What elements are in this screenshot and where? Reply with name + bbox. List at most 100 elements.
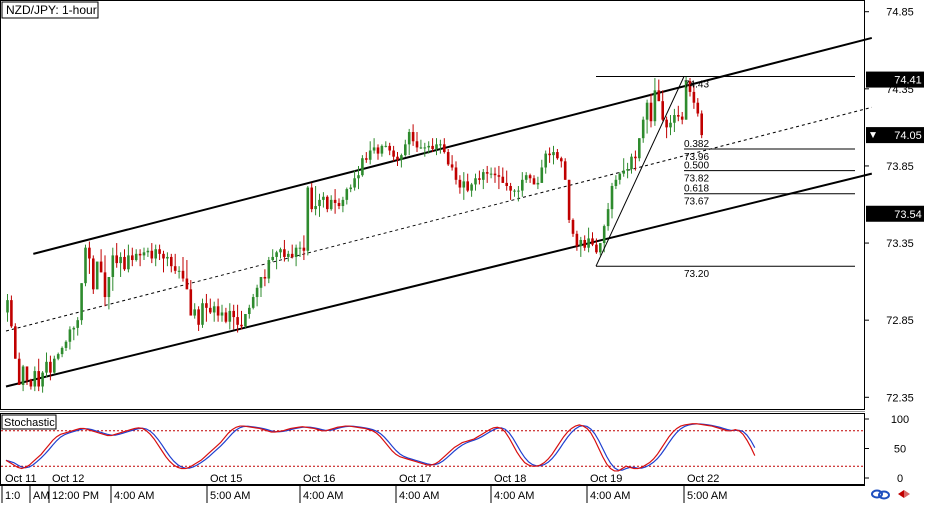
candle [665, 116, 668, 139]
candle [684, 76, 688, 120]
candle-body [302, 247, 306, 251]
candle [392, 145, 395, 162]
candle-body [349, 187, 352, 190]
candle [103, 255, 107, 307]
candle [306, 185, 310, 256]
candle [649, 93, 653, 128]
candle-body [142, 252, 146, 256]
candle [37, 358, 40, 392]
candle-body [212, 306, 216, 313]
candle-body [298, 247, 302, 249]
candle [76, 317, 79, 336]
candle-body [111, 255, 115, 277]
candles [6, 76, 703, 393]
candle [271, 249, 274, 262]
candle [474, 173, 477, 191]
candle [134, 249, 138, 262]
candle [224, 307, 228, 324]
candle-body [552, 152, 555, 156]
candle [614, 175, 618, 190]
candle [630, 153, 633, 174]
candle-body [653, 90, 657, 122]
candle-body [64, 341, 68, 348]
candle [17, 352, 21, 385]
candle [462, 172, 466, 200]
candle-body [68, 329, 72, 342]
candle [275, 250, 278, 270]
candle [423, 142, 427, 157]
candle-body [610, 185, 614, 210]
trend-channel [5, 36, 873, 388]
candle [454, 161, 458, 185]
fib-label: 74.43 [684, 79, 709, 90]
candle [228, 303, 232, 330]
x-tick-time: 4:00 AM [399, 490, 439, 502]
candle-body [517, 190, 520, 192]
candle [427, 141, 430, 154]
candle [528, 173, 532, 183]
candle-body [606, 209, 610, 227]
candle [127, 244, 130, 273]
candle-body [649, 102, 653, 122]
candle-body [365, 158, 368, 160]
candle-body [567, 179, 571, 220]
candle-body [244, 314, 247, 327]
candle [298, 241, 302, 257]
candle-body [509, 185, 512, 191]
candle [567, 179, 571, 224]
candle-body [294, 247, 298, 257]
candle [33, 366, 37, 392]
candle [610, 182, 614, 219]
candle-body [579, 239, 583, 247]
x-tick-time: 4:00 AM [114, 490, 154, 502]
x-tick-day: Oct 19 [590, 473, 622, 485]
candle [357, 165, 360, 190]
arrows-icon[interactable] [898, 490, 910, 498]
candle [279, 247, 282, 259]
candle-body [216, 306, 220, 316]
candle [657, 79, 661, 102]
candle [583, 235, 586, 251]
candle-body [341, 199, 345, 207]
candle-body [489, 173, 493, 175]
candle-body [641, 119, 645, 139]
candle-body [521, 179, 524, 191]
candle-body [275, 252, 278, 257]
candle-body [645, 102, 649, 120]
chart-title: NZD/JPY: 1-hour [6, 3, 97, 17]
stochastic-k-line [5, 423, 756, 472]
candle [435, 138, 438, 156]
y-tick-label: 74.85 [886, 7, 914, 19]
x-tick-day: Oct 22 [687, 473, 719, 485]
candle-body [306, 187, 310, 251]
candle [548, 147, 551, 163]
candle [60, 346, 64, 358]
candle-body [443, 144, 446, 153]
candle [154, 244, 157, 267]
candle-body [466, 181, 469, 191]
candle-body [431, 145, 434, 149]
candle-body [622, 170, 625, 174]
candle [361, 155, 364, 177]
candle [158, 244, 161, 261]
candle-body [228, 310, 232, 322]
candle-body [427, 145, 430, 148]
candle-body [173, 266, 177, 271]
link-icon[interactable] [871, 489, 890, 500]
candle-body [599, 243, 602, 253]
candle-body [388, 145, 391, 151]
candle [645, 99, 649, 134]
candle-body [56, 354, 60, 359]
candle-body [470, 184, 473, 191]
candle-body [591, 238, 594, 245]
x-tick-day: Oct 16 [303, 473, 335, 485]
candle-body [138, 253, 142, 256]
candle-body [540, 167, 544, 183]
candle [92, 255, 95, 294]
candle [25, 366, 29, 385]
candle [489, 167, 493, 179]
candle-body [72, 327, 76, 330]
candle [641, 116, 645, 143]
